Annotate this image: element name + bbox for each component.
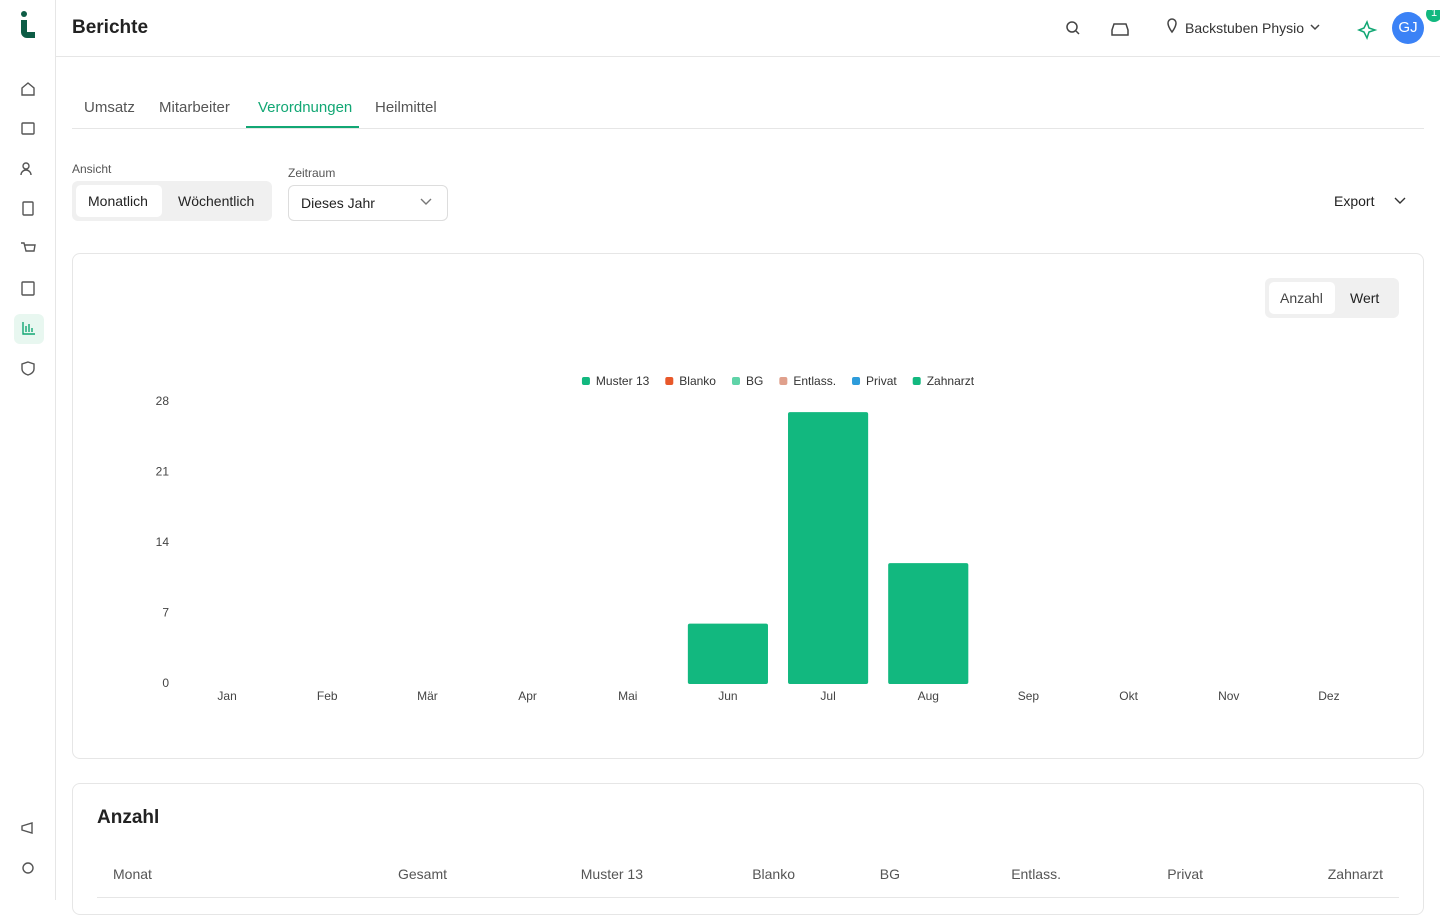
logo: [21, 20, 35, 38]
column-header: BG: [879, 866, 900, 882]
tab[interactable]: Heilmittel: [375, 99, 437, 116]
x-tick-label: Apr: [518, 689, 537, 703]
x-tick-label: Jul: [820, 689, 835, 703]
legend: Muster 13 Blanko BG Entlass. Privat Zahnarzt: [581, 374, 975, 388]
x-tick-label: Aug: [918, 689, 939, 703]
x-tick-label: Okt: [1119, 689, 1138, 703]
sidebar-icons: [14, 11, 44, 874]
chart-toggle-option[interactable]: Wert: [1350, 290, 1380, 306]
chart: Muster 13 Blanko BG Entlass. Privat Zahnarzt 0…: [156, 374, 1340, 703]
column-header: Blanko: [752, 866, 795, 882]
period-label: Zeitraum: [288, 166, 336, 180]
y-tick-label: 0: [162, 676, 169, 690]
column-header: Monat: [113, 866, 152, 882]
table-card: [72, 783, 1424, 915]
x-tick-label: Mai: [618, 689, 637, 703]
tab[interactable]: Mitarbeiter: [159, 99, 230, 116]
legend-swatch: [779, 377, 788, 385]
column-header: Gesamt: [397, 866, 447, 882]
tab[interactable]: Umsatz: [84, 99, 135, 116]
chart-toggle-active: [1269, 282, 1335, 314]
legend-swatch: [665, 377, 674, 385]
top-bar: Berichte Backstuben Physio 1 GJ: [56, 0, 1440, 57]
x-tick-label: Nov: [1218, 689, 1239, 703]
view-option[interactable]: Monatlich: [88, 193, 148, 209]
bar-segment: [888, 563, 969, 684]
legend-swatch: [731, 377, 740, 385]
tab-divider: [72, 128, 1424, 129]
nav-icons[interactable]: [14, 82, 44, 874]
export-button[interactable]: Export: [1334, 193, 1375, 209]
period-value: Dieses Jahr: [301, 195, 375, 211]
legend-label: Privat: [866, 374, 897, 388]
avatar[interactable]: GJ: [1398, 19, 1418, 36]
y-tick-label: 28: [156, 394, 170, 408]
y-tick-label: 7: [162, 606, 169, 620]
legend-label: Entlass.: [793, 374, 836, 388]
table-title: Anzahl: [97, 807, 160, 828]
column-header: Muster 13: [580, 866, 643, 882]
column-header: Zahnarzt: [1327, 866, 1383, 882]
x-tick-label: Feb: [317, 689, 338, 703]
legend-label: Zahnarzt: [927, 374, 975, 388]
y-tick-label: 14: [156, 535, 170, 549]
x-tick-label: Mär: [417, 689, 438, 703]
view-option[interactable]: Wöchentlich: [178, 193, 255, 209]
sidebar: [0, 0, 56, 900]
header-icons[interactable]: [1056, 10, 1440, 50]
legend-label: BG: [746, 374, 763, 388]
logo-dot: [21, 11, 27, 17]
column-header: Entlass.: [1011, 866, 1061, 882]
chart-toggle-option[interactable]: Anzahl: [1280, 290, 1323, 306]
bar-segment: [687, 623, 768, 684]
column-header: Privat: [1167, 866, 1203, 882]
period-select[interactable]: [288, 185, 448, 221]
x-tick-label: Dez: [1318, 689, 1339, 703]
view-active: [76, 185, 162, 217]
legend-swatch: [912, 377, 921, 385]
tab-active[interactable]: Verordnungen: [258, 99, 353, 116]
x-tick-label: Jun: [718, 689, 737, 703]
chevron: [420, 198, 432, 205]
x-tick-label: Jan: [217, 689, 236, 703]
legend-label: Blanko: [679, 374, 716, 388]
page-title: Berichte: [72, 17, 149, 38]
legend-swatch: [852, 377, 861, 385]
legend-swatch: [581, 377, 590, 385]
y-tick-label: 21: [156, 465, 170, 479]
tab-indicator: [246, 126, 359, 128]
notification-badge: 1: [1430, 7, 1438, 19]
chevron: [1394, 197, 1406, 204]
view-label: Ansicht: [72, 162, 112, 176]
bar-segment: [788, 412, 869, 684]
table-divider: [97, 897, 1399, 898]
location[interactable]: Backstuben Physio: [1185, 20, 1305, 36]
x-tick-label: Sep: [1018, 689, 1040, 703]
legend-label: Muster 13: [596, 374, 650, 388]
